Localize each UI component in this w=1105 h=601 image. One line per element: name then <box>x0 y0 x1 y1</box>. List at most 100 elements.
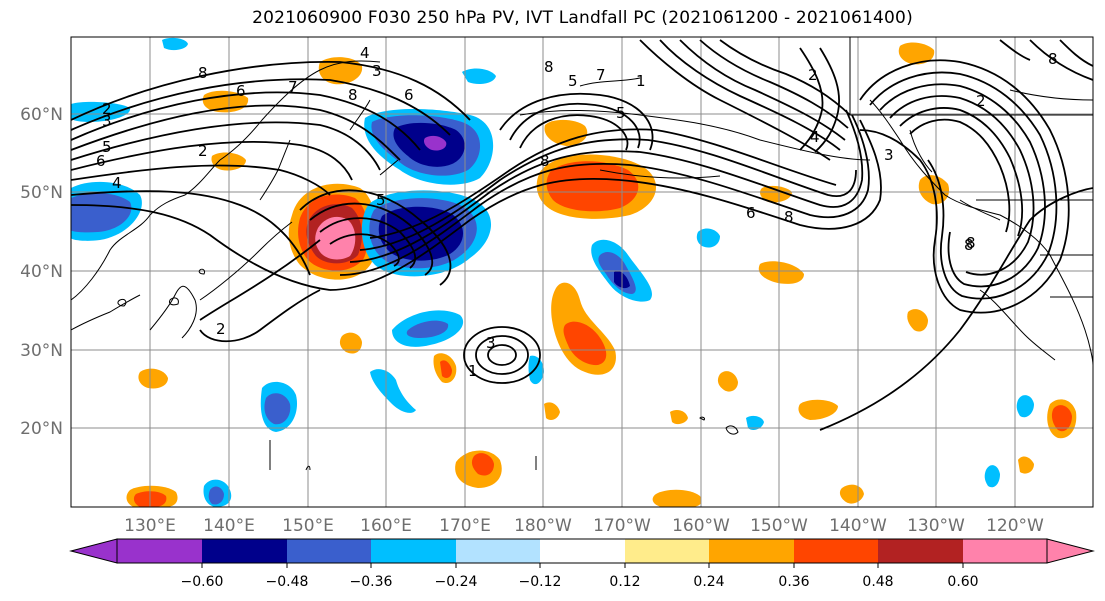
positive-pv-anomaly <box>563 321 607 366</box>
map-frame <box>70 36 1094 508</box>
lat-label: 50°N <box>20 183 63 203</box>
negative-pv-anomaly <box>71 193 132 233</box>
map-area: 8 6 7 8 5 3 5 6 4 2 4 5 8 7 5 3 8 2 3 8 … <box>70 36 1094 508</box>
colorbar-tick-label: −0.12 <box>519 574 562 590</box>
lon-label: 160°W <box>672 516 730 536</box>
colorbar-ticks <box>201 563 964 568</box>
negative-pv-anomaly <box>1016 395 1034 418</box>
positive-pv-anomaly <box>758 261 804 284</box>
contour-label: 8 <box>198 64 208 82</box>
contour-label: 1 <box>636 72 646 90</box>
colorbar-tick-label: 0.24 <box>693 574 724 590</box>
latitude-labels: 60°N 50°N 40°N 30°N 20°N <box>20 105 63 439</box>
colorbar-tick-label: −0.60 <box>181 574 224 590</box>
contour-label: 4 <box>112 174 122 192</box>
positive-pv-anomaly <box>717 371 738 392</box>
negative-pv-anomaly <box>423 135 447 151</box>
contour-label: 2 <box>102 100 112 118</box>
colorbar-bin <box>371 539 456 563</box>
negative-pv-anomaly <box>208 486 224 505</box>
contour-label: 5 <box>616 104 626 122</box>
lon-label: 120°W <box>986 516 1044 536</box>
colorbar-bin <box>540 539 625 563</box>
pv-contours <box>71 39 1093 431</box>
contour-label: 5 <box>376 191 386 209</box>
positive-pv-anomaly <box>760 185 792 203</box>
longitude-labels: 130°E 140°E 150°E 160°E 170°E 180°W 170°… <box>124 516 1044 536</box>
colorbar-tick-label: 0.12 <box>609 574 640 590</box>
colorbar-bin <box>794 539 878 563</box>
positive-pv-anomaly <box>471 453 494 476</box>
contour-label: 8 <box>1048 50 1058 68</box>
lon-label: 130°E <box>124 516 176 536</box>
positive-pv-anomaly <box>1018 456 1034 474</box>
map-title: 2021060900 F030 250 hPa PV, IVT Landfall… <box>252 8 913 28</box>
negative-pv-anomaly <box>162 37 188 51</box>
contour-label: 4 <box>810 128 820 146</box>
contour-label: 4 <box>360 44 370 62</box>
lon-label: 170°E <box>439 516 491 536</box>
negative-pv-anomaly <box>370 369 416 413</box>
lat-label: 60°N <box>20 105 63 125</box>
colorbar-bin <box>202 539 287 563</box>
colorbar-bin <box>117 539 202 563</box>
colorbar-tick-label: 0.36 <box>778 574 809 590</box>
negative-pv-anomaly <box>264 393 291 425</box>
positive-pv-anomaly <box>339 332 362 354</box>
contour-label: 5 <box>568 72 578 90</box>
contour-label: 8 <box>784 208 794 226</box>
contour-label: 6 <box>746 204 756 222</box>
colorbar-bin <box>625 539 709 563</box>
colorbar-tick-label: −0.24 <box>435 574 478 590</box>
lon-label: 140°E <box>203 516 255 536</box>
lon-label: 150°W <box>750 516 808 536</box>
positive-pv-anomaly <box>1051 405 1072 432</box>
positive-pv-anomaly <box>544 119 588 146</box>
contour-label: 8 <box>964 236 974 254</box>
contour-label: 1 <box>468 362 478 380</box>
lon-label: 160°E <box>360 516 412 536</box>
contour-label: 2 <box>198 142 208 160</box>
contour-label: 8 <box>348 86 358 104</box>
negative-pv-anomaly <box>71 101 131 122</box>
lon-label: 150°E <box>282 516 334 536</box>
positive-pv-anomaly <box>898 42 935 65</box>
negative-pv-anomaly <box>462 68 496 84</box>
colorbar-bin <box>878 539 963 563</box>
lon-label: 130°W <box>907 516 965 536</box>
colorbar-bin <box>287 539 371 563</box>
colorbar-tick-label: −0.48 <box>266 574 309 590</box>
colorbar-tick-label: 0.48 <box>862 574 893 590</box>
contour-label: 2 <box>808 66 818 84</box>
contour-label: 8 <box>544 58 554 76</box>
positive-pv-anomaly <box>670 410 688 425</box>
positive-pv-anomaly <box>907 309 928 332</box>
colorbar-extend-high <box>1046 538 1095 564</box>
contour-label: 6 <box>96 152 106 170</box>
colorbar-tick-label: 0.60 <box>947 574 978 590</box>
lat-label: 30°N <box>20 341 63 361</box>
contour-label: 2 <box>216 320 226 338</box>
contour-label: 2 <box>976 92 986 110</box>
contour-labels: 8 6 7 8 5 3 5 6 4 2 4 5 8 7 5 3 8 2 3 8 … <box>96 44 1058 380</box>
lat-label: 40°N <box>20 262 63 282</box>
contour-label: 7 <box>288 78 298 96</box>
positive-pv-anomaly <box>544 402 560 420</box>
positive-pv-anomaly <box>798 399 838 420</box>
colorbar-bin <box>963 539 1047 563</box>
negative-pv-anomaly <box>406 320 449 338</box>
contour-label: 3 <box>372 62 382 80</box>
contour-label: 5 <box>102 138 112 156</box>
negative-pv-anomaly <box>528 355 544 385</box>
lat-label: 20°N <box>20 419 63 439</box>
contour-label: 8 <box>966 234 976 252</box>
lon-label: 140°W <box>829 516 887 536</box>
colorbar: −0.60 −0.48 −0.36 −0.24 −0.12 0.12 0.24 … <box>69 538 1095 590</box>
positive-pv-anomaly <box>138 368 168 389</box>
negative-pv-anomaly <box>746 415 764 430</box>
colorbar-extend-low <box>69 538 118 564</box>
contour-label: 6 <box>236 82 246 100</box>
positive-pv-anomaly <box>652 489 702 507</box>
contour-label: 3 <box>486 334 496 352</box>
